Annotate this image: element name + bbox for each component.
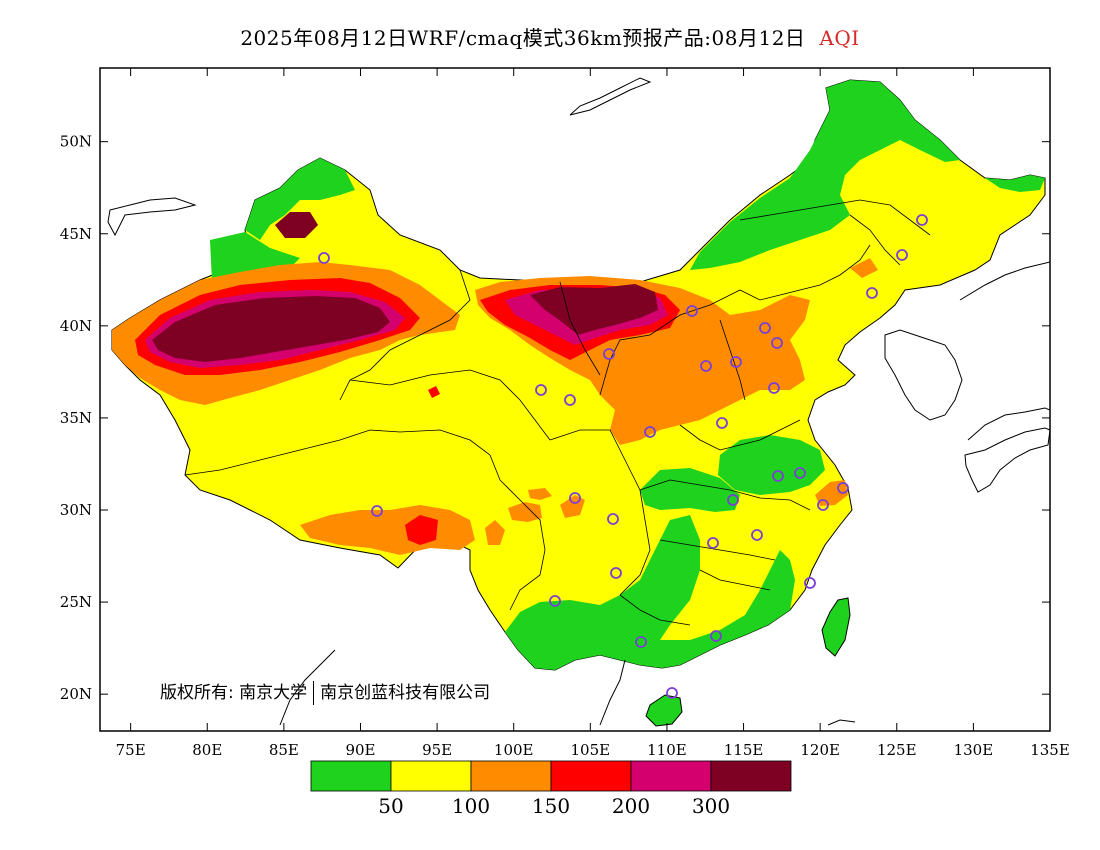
station-marker <box>666 687 678 699</box>
x-tick-label: 75E <box>116 741 146 759</box>
y-tick-label: 30N <box>60 501 92 519</box>
x-tick-label: 135E <box>1030 741 1070 759</box>
maroon-junggar <box>275 212 318 238</box>
station-marker <box>772 470 784 482</box>
green-northeast <box>690 80 960 270</box>
station-marker <box>549 595 561 607</box>
title-variable: AQI <box>819 26 860 50</box>
copyright-prefix: 版权所有: <box>160 683 234 703</box>
x-tick-label: 130E <box>954 741 994 759</box>
station-marker <box>610 567 622 579</box>
station-marker <box>916 214 928 226</box>
legend-swatch <box>630 760 712 792</box>
station-marker <box>716 417 728 429</box>
y-tick-label: 25N <box>60 593 92 611</box>
legend-swatch <box>550 760 632 792</box>
red-tibet <box>405 515 438 545</box>
station-marker <box>607 513 619 525</box>
province-boundaries <box>184 199 931 626</box>
y-tick-label: 50N <box>60 133 92 151</box>
copyright-org1: 南京大学 <box>239 683 308 703</box>
station-marker <box>318 252 330 264</box>
green-jiangsu <box>718 435 825 495</box>
axis-ticks: 75E 80E 85E 90E 95E 100E 105E 110E 115E 120E 125E 1… <box>60 68 1070 759</box>
x-tick-label: 80E <box>192 741 222 759</box>
station-marker <box>768 382 780 394</box>
maroon-inner-mongolia <box>530 284 658 335</box>
green-south <box>505 515 795 670</box>
x-tick-label: 85E <box>269 741 299 759</box>
station-marker <box>866 287 878 299</box>
station-marker <box>635 636 647 648</box>
green-taiwan <box>821 597 851 657</box>
legend-label: 50 <box>378 794 403 818</box>
green-heilongjiang-east <box>985 175 1045 192</box>
x-tick-label: 115E <box>724 741 764 759</box>
station-marker <box>730 356 742 368</box>
station-marker <box>564 394 576 406</box>
orange-liaoning <box>850 258 878 278</box>
map-layers <box>107 77 1050 727</box>
y-tick-label: 40N <box>60 317 92 335</box>
red-qinghai <box>428 386 440 398</box>
station-marker <box>751 529 763 541</box>
orange-tibet-south <box>300 505 475 555</box>
legend-swatch <box>470 760 552 792</box>
station-marker <box>759 322 771 334</box>
map-title: 2025年08月12日WRF/cmaq模式36km预报产品:08月12日 AQI <box>0 22 1100 51</box>
station-marker <box>817 499 829 511</box>
neighbor-coastlines <box>107 77 1050 726</box>
y-tick-label: 35N <box>60 409 92 427</box>
station-marker <box>569 492 581 504</box>
station-marker <box>794 467 806 479</box>
station-marker <box>727 494 739 506</box>
station-marker <box>686 305 698 317</box>
y-tick-label: 45N <box>60 225 92 243</box>
x-tick-label: 110E <box>647 741 687 759</box>
x-tick-label: 90E <box>345 741 375 759</box>
legend-swatch <box>390 760 472 792</box>
green-central <box>640 468 740 512</box>
orange-gansu <box>528 488 552 500</box>
y-tick-label: 20N <box>60 685 92 703</box>
title-main: 2025年08月12日WRF/cmaq模式36km预报产品:08月12日 <box>240 26 806 50</box>
station-marker <box>837 482 849 494</box>
x-tick-label: 95E <box>422 741 452 759</box>
station-marker <box>371 505 383 517</box>
x-tick-label: 100E <box>494 741 534 759</box>
station-marker <box>710 630 722 642</box>
orange-sichuan-2 <box>508 502 542 522</box>
legend-label: 200 <box>612 794 650 818</box>
map-frame <box>99 67 1051 732</box>
green-hainan <box>645 694 683 727</box>
station-markers <box>318 214 928 699</box>
copyright-text: 版权所有: 南京大学 南京创蓝科技有限公司 <box>160 678 490 705</box>
maroon-tarim <box>152 296 390 362</box>
copyright-separator <box>313 681 315 705</box>
station-marker <box>644 426 656 438</box>
station-marker <box>700 360 712 372</box>
station-marker <box>535 384 547 396</box>
station-marker <box>771 337 783 349</box>
legend-label: 150 <box>532 794 570 818</box>
legend-label: 300 <box>692 794 730 818</box>
x-tick-label: 105E <box>571 741 611 759</box>
station-marker <box>603 348 615 360</box>
x-tick-label: 125E <box>877 741 917 759</box>
legend-swatch <box>310 760 392 792</box>
station-marker <box>804 577 816 589</box>
x-tick-label: 120E <box>800 741 840 759</box>
station-marker <box>896 249 908 261</box>
green-xinjiang-north <box>245 158 355 240</box>
legend-swatch <box>710 760 792 792</box>
color-legend: 50 100 150 200 300 <box>310 760 792 818</box>
orange-sichuan-1 <box>485 520 505 545</box>
station-marker <box>707 537 719 549</box>
copyright-org2: 南京创蓝科技有限公司 <box>320 683 491 703</box>
legend-label: 100 <box>452 794 490 818</box>
